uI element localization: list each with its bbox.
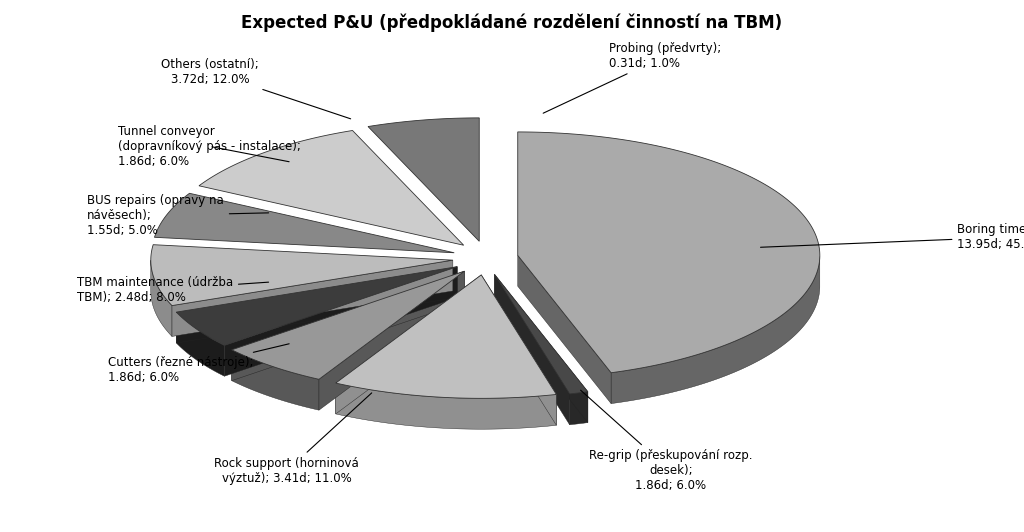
Polygon shape (368, 118, 479, 242)
Polygon shape (336, 275, 556, 398)
Polygon shape (495, 275, 569, 425)
Polygon shape (176, 267, 457, 345)
Polygon shape (155, 193, 455, 253)
Text: Re-grip (přeskupování rozp.
desek);
1.86d; 6.0%: Re-grip (přeskupování rozp. desek); 1.86… (581, 390, 753, 492)
Polygon shape (481, 275, 556, 425)
Polygon shape (336, 275, 481, 414)
Polygon shape (231, 271, 465, 379)
Polygon shape (611, 256, 820, 404)
Text: Boring time (ražba);
13.95d; 45.0%: Boring time (ražba); 13.95d; 45.0% (761, 223, 1024, 251)
Polygon shape (518, 132, 820, 373)
Polygon shape (318, 271, 465, 410)
Text: Expected P&U (předpokládané rozdělení činností na TBM): Expected P&U (předpokládané rozdělení či… (242, 13, 782, 32)
Polygon shape (176, 267, 457, 343)
Text: Others (ostatní);
3.72d; 12.0%: Others (ostatní); 3.72d; 12.0% (161, 58, 350, 119)
Polygon shape (176, 312, 224, 376)
Polygon shape (151, 245, 453, 305)
Polygon shape (231, 350, 318, 410)
Text: TBM maintenance (údržba
TBM); 2.48d; 8.0%: TBM maintenance (údržba TBM); 2.48d; 8.0… (77, 276, 268, 304)
Polygon shape (518, 255, 611, 404)
Polygon shape (336, 383, 556, 429)
Text: BUS repairs (opravy na
návěsech);
1.55d; 5.0%: BUS repairs (opravy na návěsech); 1.55d;… (87, 194, 268, 237)
Polygon shape (224, 267, 457, 376)
Text: Cutters (řezné nástroje);
1.86d; 6.0%: Cutters (řezné nástroje); 1.86d; 6.0% (108, 344, 289, 384)
Polygon shape (172, 260, 453, 336)
Text: Rock support (horninová
výztuž); 3.41d; 11.0%: Rock support (horninová výztuž); 3.41d; … (214, 393, 372, 485)
Polygon shape (495, 275, 588, 422)
Text: Tunnel conveyor
(dopravníkový pás - instalace);
1.86d; 6.0%: Tunnel conveyor (dopravníkový pás - inst… (118, 125, 301, 168)
Polygon shape (495, 275, 588, 394)
Polygon shape (231, 271, 465, 381)
Polygon shape (199, 130, 464, 245)
Text: Probing (předvrty);
0.31d; 1.0%: Probing (předvrty); 0.31d; 1.0% (543, 42, 722, 113)
Polygon shape (151, 260, 172, 336)
Polygon shape (569, 392, 588, 425)
